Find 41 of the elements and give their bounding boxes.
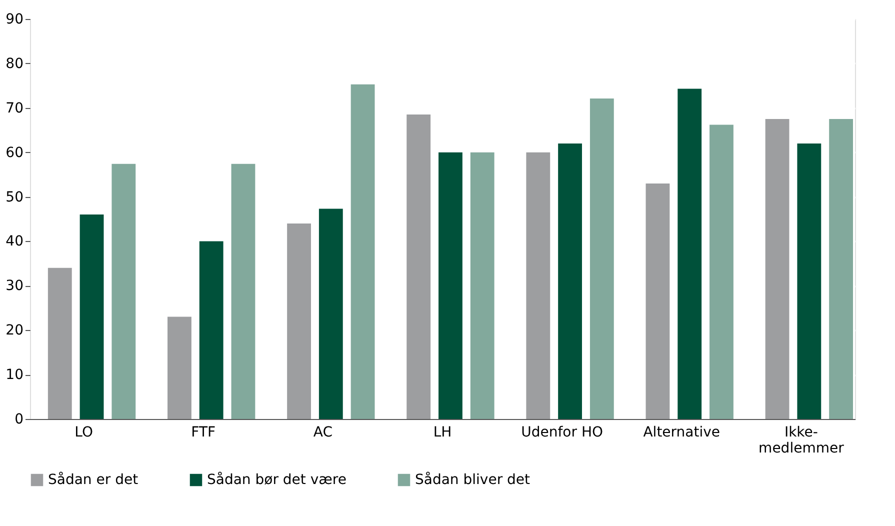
x-tick-label: AC xyxy=(313,424,333,440)
bar xyxy=(678,88,702,419)
bar xyxy=(470,152,494,419)
x-tick-label: Ikke- medlemmer xyxy=(758,424,844,456)
y-tick-label: 40 xyxy=(6,234,24,250)
y-tick-label: 70 xyxy=(6,100,24,116)
bar xyxy=(710,124,734,419)
bar xyxy=(287,223,311,419)
x-tick-label: Udenfor HO xyxy=(521,424,604,440)
x-tick-label: FTF xyxy=(191,424,216,440)
bar xyxy=(765,119,790,419)
y-tick-label: 90 xyxy=(6,12,24,28)
bar xyxy=(646,183,670,419)
y-tick-label: 50 xyxy=(6,189,24,206)
bar xyxy=(558,143,582,419)
bar xyxy=(797,143,822,419)
bar xyxy=(80,214,104,419)
bar xyxy=(406,114,431,419)
legend-label: Sådan bliver det xyxy=(415,471,531,488)
x-tick-label: Alternative xyxy=(643,424,720,440)
bar xyxy=(112,164,136,419)
bar xyxy=(590,98,614,419)
bar xyxy=(318,208,343,419)
y-tick-label: 60 xyxy=(6,144,24,161)
legend-label: Sådan er det xyxy=(48,471,139,488)
x-tick-label: LH xyxy=(433,424,452,440)
y-tick-label: 20 xyxy=(6,322,24,339)
bar xyxy=(829,119,854,419)
bar xyxy=(350,84,375,419)
y-tick-label: 80 xyxy=(6,56,24,72)
bar xyxy=(168,316,192,419)
bar xyxy=(231,164,256,419)
bar xyxy=(199,241,224,419)
legend-label: Sådan bør det være xyxy=(207,471,346,488)
bar xyxy=(438,152,462,419)
y-tick-label: 30 xyxy=(6,278,24,294)
y-tick-label: 10 xyxy=(6,367,24,384)
bar xyxy=(526,152,550,419)
bar xyxy=(48,268,72,419)
y-tick-label: 0 xyxy=(14,412,24,428)
x-tick-label: LO xyxy=(74,424,93,440)
